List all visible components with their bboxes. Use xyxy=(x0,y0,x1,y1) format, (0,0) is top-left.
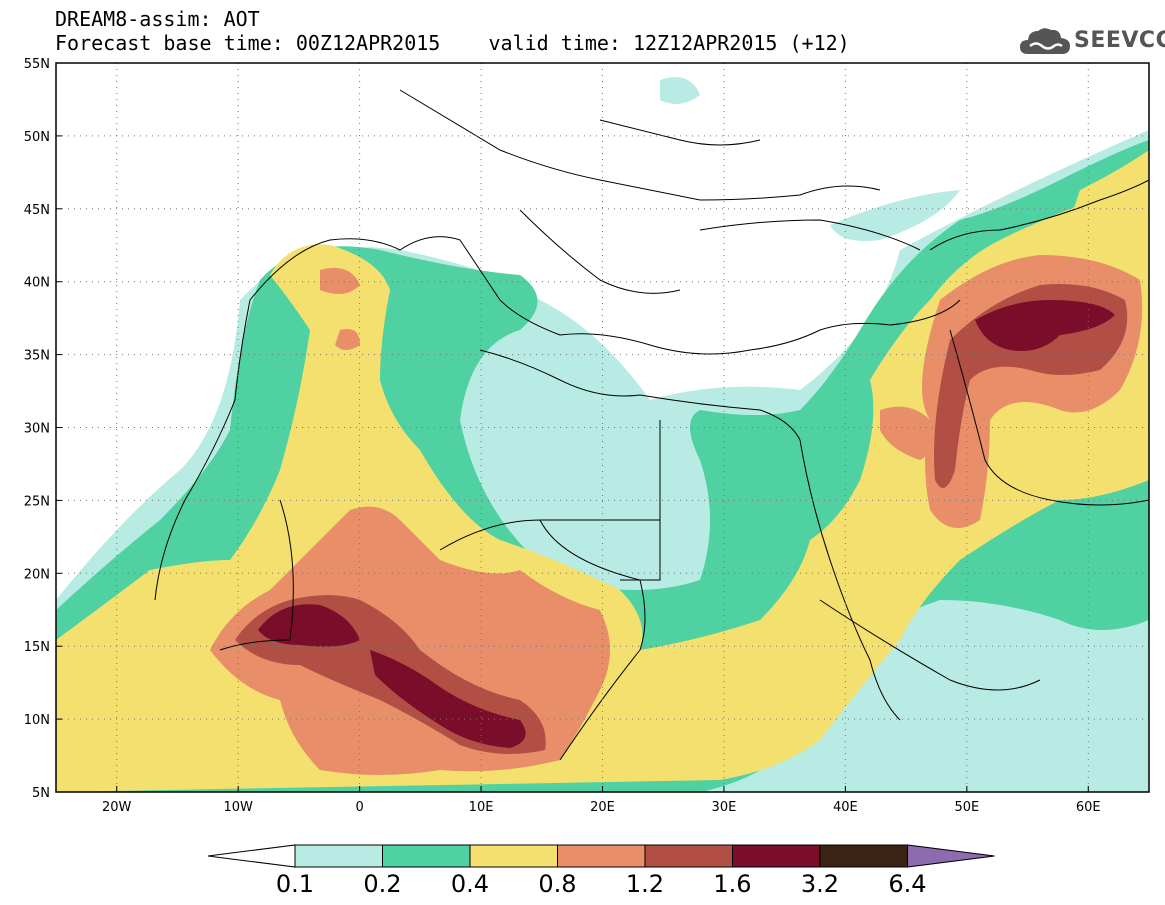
colorbar-level-label: 1.2 xyxy=(626,870,664,898)
colorbar-level-label: 6.4 xyxy=(888,870,926,898)
lon-label: 10E xyxy=(469,800,494,815)
lon-label: 10W xyxy=(223,800,253,815)
latitude-labels: 55N 50N 45N 40N 35N 30N 25N 20N 15N 10N 5N xyxy=(24,57,62,801)
lat-label: 15N xyxy=(24,640,50,655)
lon-label: 60E xyxy=(1076,800,1101,815)
colorbar-level-label: 0.4 xyxy=(451,870,489,898)
lat-label: 55N xyxy=(24,57,50,72)
colorbar-segment xyxy=(732,844,821,868)
lat-label: 30N xyxy=(24,422,50,437)
colorbar-level-label: 3.2 xyxy=(801,870,839,898)
lon-label: 40E xyxy=(833,800,858,815)
colorbar: 0.1 0.2 0.4 0.8 1.2 1.6 3.2 6.4 xyxy=(207,844,995,898)
logo-text: SEEVCCC xyxy=(1074,28,1165,53)
colorbar-min-triangle xyxy=(207,844,296,868)
aot-field xyxy=(56,63,1149,792)
colorbar-level-label: 0.8 xyxy=(538,870,576,898)
seevccc-logo: SEEVCCC xyxy=(1018,24,1165,60)
coastlines-borders xyxy=(154,89,1149,761)
base-time: Forecast base time: 00Z12APR2015 xyxy=(55,31,441,55)
aot-band-1.6-3.2 xyxy=(258,300,1115,748)
lat-label: 35N xyxy=(24,349,50,364)
lat-label: 20N xyxy=(24,567,50,582)
lon-label: 20W xyxy=(102,800,132,815)
lat-label: 40N xyxy=(24,276,50,291)
colorbar-segment xyxy=(819,844,908,868)
lat-label: 45N xyxy=(24,203,50,218)
colorbar-level-label: 0.1 xyxy=(276,870,314,898)
colorbar-segment xyxy=(382,844,471,868)
lon-label: 50E xyxy=(954,800,979,815)
cloud-icon xyxy=(1020,28,1070,54)
valid-time: valid time: 12Z12APR2015 (+12) xyxy=(488,31,850,55)
longitude-labels: 20W 10W 0 10E 20E 30E 40E 50E 60E xyxy=(102,786,1101,815)
lat-label: 50N xyxy=(24,130,50,145)
lon-label: 0 xyxy=(355,800,363,815)
colorbar-level-label: 1.6 xyxy=(713,870,751,898)
lon-label: 20E xyxy=(590,800,615,815)
gridlines xyxy=(56,63,1149,792)
forecast-times: Forecast base time: 00Z12APR2015 valid t… xyxy=(55,32,850,54)
colorbar-max-triangle xyxy=(907,844,995,868)
lat-label: 5N xyxy=(32,786,50,801)
lon-label: 30E xyxy=(712,800,737,815)
map-title: DREAM8-assim: AOT xyxy=(55,7,260,31)
lat-label: 25N xyxy=(24,494,50,509)
colorbar-segment xyxy=(469,844,558,868)
colorbar-segment xyxy=(294,844,383,868)
colorbar-level-label: 0.2 xyxy=(363,870,401,898)
colorbar-segment xyxy=(557,844,646,868)
lat-label: 10N xyxy=(24,713,50,728)
colorbar-segment xyxy=(644,844,733,868)
